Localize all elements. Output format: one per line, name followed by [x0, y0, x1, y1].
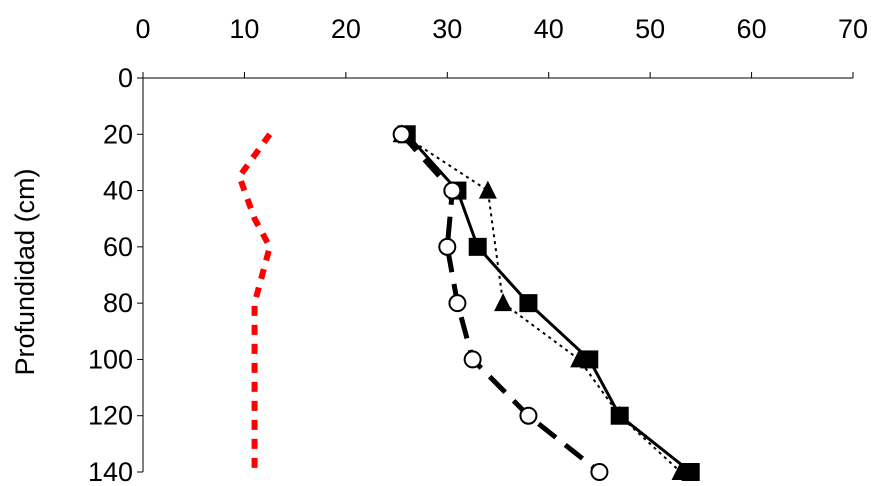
circle-marker: [392, 125, 411, 144]
circle-marker: [448, 294, 467, 313]
y-tick-label: 60: [103, 232, 133, 262]
triangle-marker: [478, 180, 497, 199]
y-axis: 0 20 40 60 80 100 120 140: [88, 63, 144, 486]
y-tick-label: 0: [118, 63, 133, 93]
y-tick-label: 120: [88, 401, 133, 431]
series-3: [392, 125, 609, 481]
circle-marker: [438, 237, 457, 256]
circle-marker: [463, 350, 482, 369]
y-tick-label: 140: [88, 457, 133, 486]
y-axis-title: Profundidad (cm): [10, 168, 40, 375]
triangle-marker: [610, 405, 629, 424]
series-4: [236, 132, 273, 472]
x-axis: 0 10 20 30 40 50 60 70: [135, 14, 868, 79]
series-layer: [236, 124, 700, 481]
x-tick-label: 0: [135, 14, 150, 44]
square-marker: [468, 237, 487, 256]
triangle-marker: [671, 462, 690, 480]
circle-marker: [443, 181, 462, 200]
triangle-marker: [494, 293, 513, 312]
y-tick-label: 20: [103, 119, 133, 149]
x-tick-label: 60: [737, 14, 767, 44]
series-1: [397, 125, 700, 481]
x-tick-label: 30: [432, 14, 462, 44]
x-tick-label: 40: [534, 14, 564, 44]
x-tick-label: 50: [635, 14, 665, 44]
triangle-marker: [570, 349, 589, 368]
series-line: [236, 132, 273, 472]
square-marker: [519, 294, 538, 313]
y-tick-label: 80: [103, 288, 133, 318]
x-tick-label: 20: [331, 14, 361, 44]
y-tick-label: 100: [88, 344, 133, 374]
circle-marker: [519, 406, 538, 425]
circle-marker: [590, 463, 609, 481]
x-tick-label: 70: [838, 14, 868, 44]
series-line: [401, 133, 682, 473]
y-tick-label: 40: [103, 176, 133, 206]
x-tick-label: 10: [229, 14, 259, 44]
